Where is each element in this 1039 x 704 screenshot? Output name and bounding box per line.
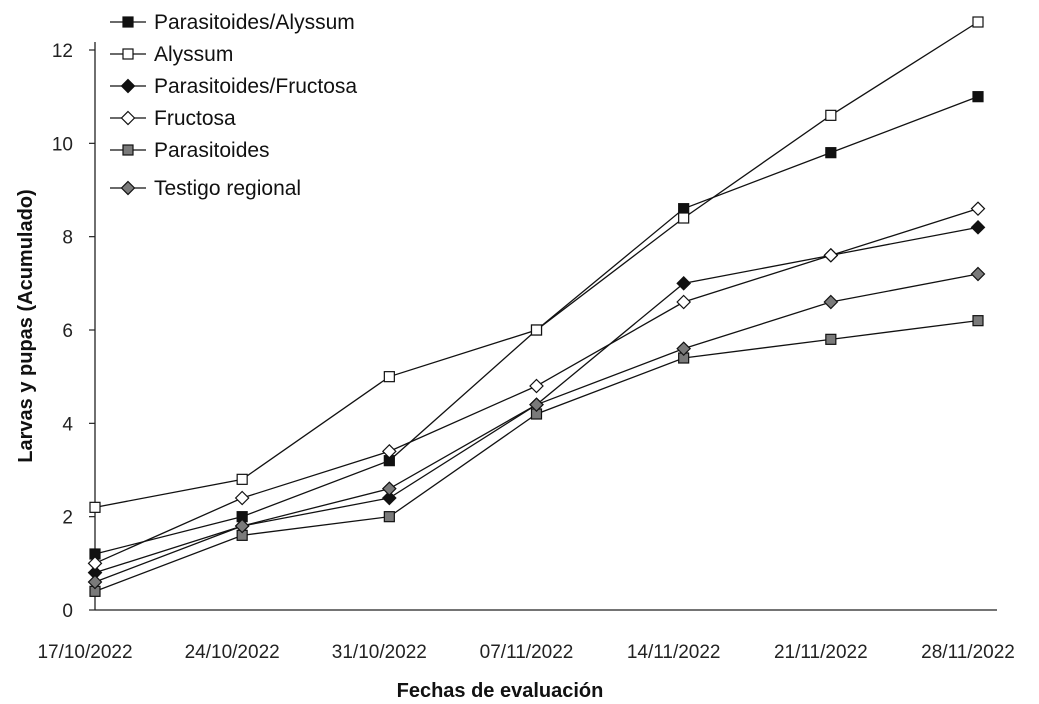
data-point bbox=[678, 203, 690, 215]
x-tick-label: 17/10/2022 bbox=[37, 642, 132, 663]
y-tick-label: 2 bbox=[62, 508, 73, 529]
data-point bbox=[825, 147, 837, 159]
x-tick-label: 31/10/2022 bbox=[332, 642, 427, 663]
y-tick-labels: 0 2 4 6 8 10 12 bbox=[52, 41, 95, 622]
data-point bbox=[530, 324, 543, 336]
x-tick-labels: 17/10/2022 24/10/2022 31/10/2022 07/11/2022… bbox=[37, 642, 1014, 663]
data-point bbox=[970, 266, 986, 282]
x-axis-title: Fechas de evaluación bbox=[397, 680, 604, 702]
data-point bbox=[823, 294, 839, 310]
legend-item: Parasitoides/Fructosa bbox=[110, 75, 357, 98]
legend-label: Alyssum bbox=[154, 43, 233, 66]
data-point bbox=[529, 378, 544, 394]
legend-marker bbox=[122, 16, 134, 28]
series-line bbox=[94, 320, 979, 592]
y-tick-label: 10 bbox=[52, 134, 73, 155]
data-point bbox=[676, 294, 692, 310]
y-tick-label: 12 bbox=[52, 41, 73, 62]
legend-label: Fructosa bbox=[154, 107, 236, 130]
x-tick-label: 07/11/2022 bbox=[480, 642, 574, 663]
data-point bbox=[825, 109, 837, 121]
data-point bbox=[381, 490, 397, 506]
legend-item: Fructosa bbox=[110, 107, 236, 130]
legend: Parasitoides/Alyssum Alyssum Parasitoides/… bbox=[110, 11, 357, 200]
legend-label: Parasitoides/Fructosa bbox=[154, 75, 357, 98]
x-tick-label: 21/11/2022 bbox=[774, 642, 868, 663]
legend-marker bbox=[120, 180, 136, 196]
data-point bbox=[383, 511, 395, 523]
data-point bbox=[529, 397, 544, 413]
y-tick-label: 6 bbox=[62, 321, 73, 342]
data-point bbox=[234, 518, 250, 534]
legend-item: Testigo regional bbox=[110, 177, 301, 200]
series-fructosa bbox=[87, 201, 986, 571]
legend-marker bbox=[122, 48, 134, 60]
series-testigo-regional bbox=[87, 266, 986, 590]
legend-label: Testigo regional bbox=[154, 177, 301, 200]
data-point bbox=[381, 443, 397, 459]
data-point bbox=[970, 219, 986, 235]
x-tick-label: 24/10/2022 bbox=[185, 642, 280, 663]
data-point bbox=[676, 341, 692, 357]
y-axis-title: Larvas y pupas (Acumulado) bbox=[15, 189, 37, 462]
legend-marker bbox=[120, 78, 136, 94]
data-point bbox=[676, 275, 692, 291]
legend-label: Parasitoides bbox=[154, 139, 270, 162]
data-point bbox=[236, 473, 248, 485]
y-tick-label: 8 bbox=[62, 228, 73, 249]
data-point bbox=[972, 91, 984, 103]
legend-label: Parasitoides/Alyssum bbox=[154, 11, 355, 34]
data-point bbox=[89, 501, 101, 513]
legend-item: Parasitoides bbox=[110, 139, 270, 162]
series-line bbox=[94, 273, 979, 583]
y-tick-label: 4 bbox=[62, 414, 73, 435]
data-point bbox=[972, 315, 984, 327]
x-tick-label: 14/11/2022 bbox=[627, 642, 721, 663]
data-point bbox=[972, 16, 984, 28]
data-point bbox=[678, 212, 690, 224]
legend-marker bbox=[120, 110, 136, 126]
legend-item: Alyssum bbox=[110, 43, 233, 66]
series-alyssum bbox=[89, 16, 984, 513]
x-tick-label: 28/11/2022 bbox=[921, 642, 1015, 663]
data-point bbox=[234, 490, 250, 506]
series-layer bbox=[87, 16, 986, 597]
data-point bbox=[87, 574, 103, 590]
data-point bbox=[825, 333, 837, 345]
data-point bbox=[970, 201, 986, 217]
data-point bbox=[383, 371, 395, 383]
y-tick-label: 0 bbox=[62, 601, 73, 622]
legend-marker bbox=[122, 144, 134, 156]
data-point bbox=[87, 555, 103, 571]
legend-item: Parasitoides/Alyssum bbox=[110, 11, 355, 34]
series-parasitoides bbox=[89, 315, 984, 597]
data-point bbox=[823, 247, 839, 263]
data-point bbox=[381, 481, 397, 497]
